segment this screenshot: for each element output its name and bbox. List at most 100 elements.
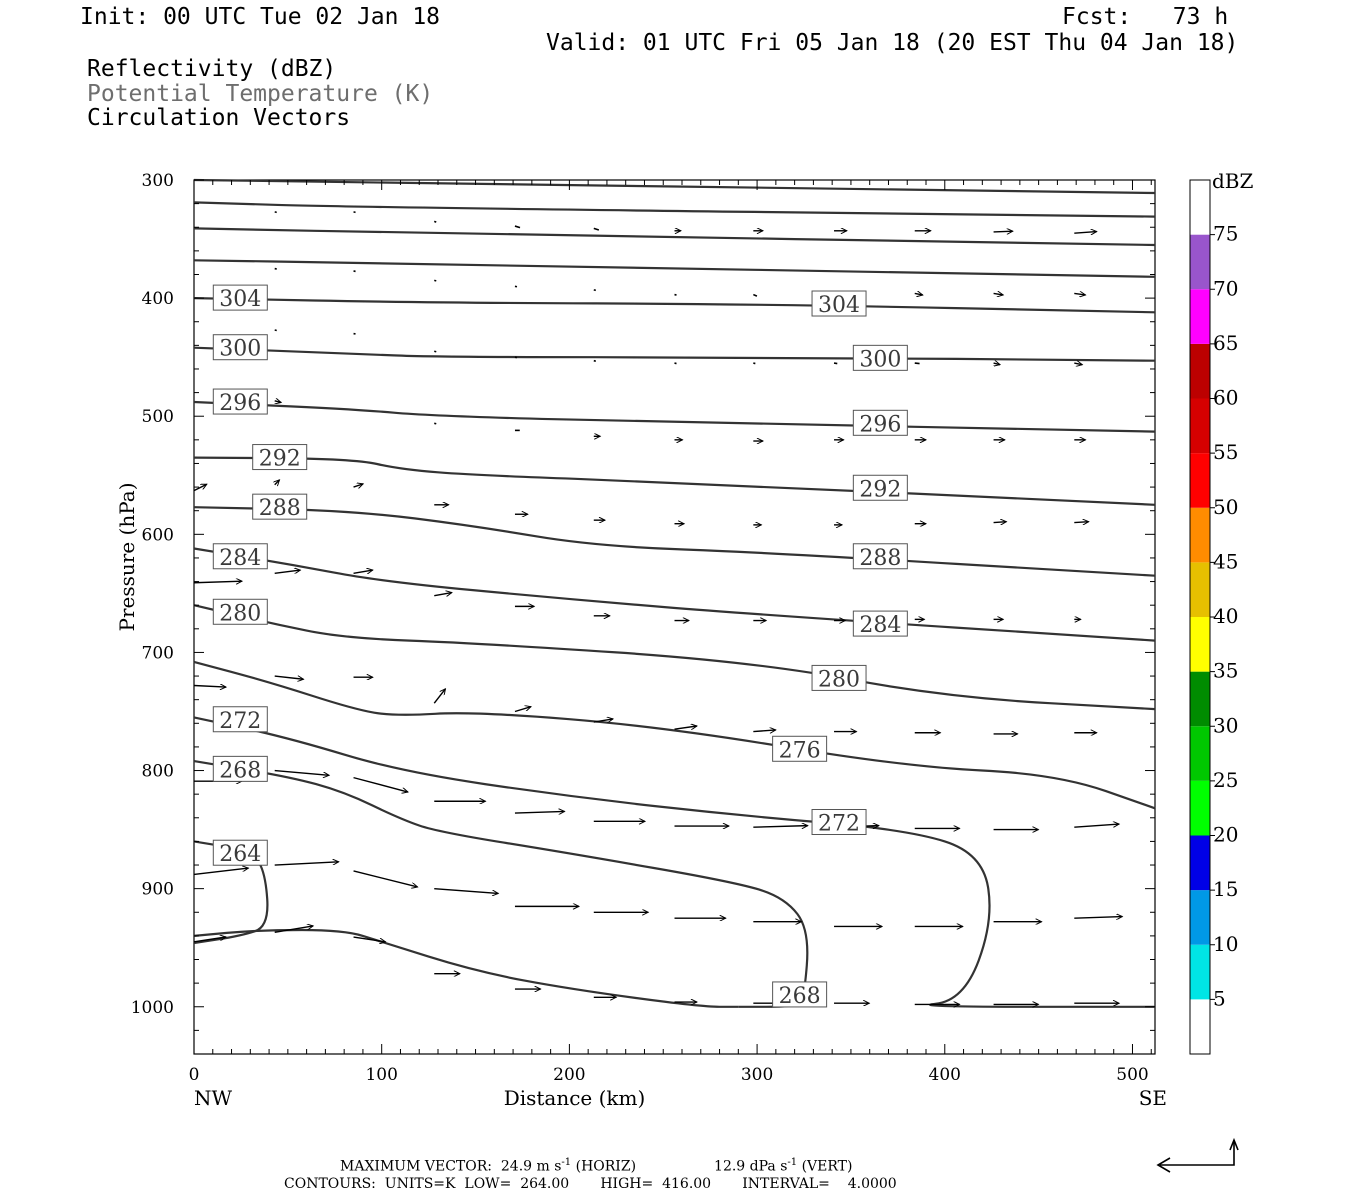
- circulation-vector: [193, 937, 226, 943]
- contour-label-box: [811, 290, 867, 317]
- colorbar-label: 60: [1213, 386, 1238, 410]
- circulation-vector: [514, 811, 565, 813]
- y-tick-label: 300: [142, 171, 174, 191]
- circulation-vector: [353, 776, 408, 792]
- contour-label: 284: [859, 613, 901, 638]
- colorbar-label: 15: [1213, 877, 1238, 901]
- forecast-hour: Fcst: 73 h: [1062, 4, 1229, 30]
- isotherm-line: [193, 928, 739, 1008]
- circulation-vector: [274, 862, 339, 866]
- circulation-vector: [1074, 293, 1085, 295]
- se-label: SE: [1139, 1086, 1167, 1110]
- colorbar-segment: [1190, 944, 1210, 1000]
- contour-label: 272: [818, 812, 860, 837]
- colorbar-segment: [1190, 726, 1210, 781]
- init-time: Init: 00 UTC Tue 02 Jan 18: [80, 4, 441, 30]
- vector-layer: [193, 211, 1122, 1005]
- contour-label: 276: [779, 738, 821, 763]
- max-vert-value: 12.9 dPa s: [714, 1158, 788, 1175]
- y-tick-label: 900: [142, 880, 174, 900]
- field-reflectivity: Reflectivity (dBZ): [87, 56, 337, 82]
- circulation-vector: [1074, 917, 1122, 919]
- contour-label-box: [252, 493, 308, 520]
- contour-label-box: [852, 543, 908, 570]
- colorbar-segment: [1190, 835, 1210, 891]
- colorbar-segment: [1190, 343, 1210, 399]
- contour-label-box: [852, 474, 908, 501]
- circulation-vector: [514, 707, 531, 713]
- colorbar-segment: [1190, 398, 1210, 454]
- contour-label: 300: [219, 337, 261, 362]
- colorbar-label: 45: [1213, 549, 1238, 573]
- circulation-vector: [274, 570, 301, 573]
- colorbar: 5 10 15 20 25 30 35 40 45 50 55 60 65 70 75 dBZ: [1189, 169, 1254, 1055]
- contour-label: 272: [219, 709, 261, 734]
- contour-label-box: [212, 284, 268, 311]
- max-vert-exp: -1: [787, 1157, 798, 1168]
- x-tick-label: 400: [929, 1065, 961, 1085]
- circulation-vector: [275, 401, 281, 403]
- circulation-vector: [434, 887, 498, 894]
- contour-label: 284: [219, 546, 261, 571]
- x-tick-label: 200: [553, 1065, 585, 1085]
- colorbar-label: 35: [1213, 659, 1238, 683]
- circulation-vector: [193, 581, 242, 583]
- contour-label-box: [212, 598, 268, 625]
- contour-label-layer: 304 304 300 300 296 296 292 292 288 288 284 284 280 2…: [212, 284, 908, 1009]
- contour-label: 288: [259, 496, 301, 521]
- contour-label-box: [252, 444, 308, 471]
- isotherm-line: [193, 201, 1156, 218]
- contour-label: 280: [219, 601, 261, 626]
- circulation-vector: [353, 484, 364, 487]
- contour-label: 292: [259, 447, 301, 472]
- colorbar-segment: [1190, 234, 1210, 290]
- circulation-vector: [1074, 824, 1119, 828]
- circulation-vector: [593, 227, 600, 231]
- plot-border: [193, 179, 1156, 1055]
- contour-label-box: [212, 839, 268, 866]
- contour-info-line: CONTOURS: UNITS=K LOW= 264.00 HIGH= 416.…: [284, 1176, 897, 1192]
- circulation-vector: [1074, 232, 1096, 234]
- contour-label-box: [811, 664, 867, 691]
- colorbar-segment: [1190, 180, 1210, 235]
- contour-label: 264: [219, 842, 261, 867]
- isotherm-line: [193, 259, 1156, 278]
- y-tick-label: 1000: [131, 998, 174, 1018]
- colorbar-segment: [1190, 617, 1210, 672]
- colorbar-label: 55: [1213, 440, 1238, 464]
- max-horiz-value: MAXIMUM VECTOR: 24.9 m s: [340, 1158, 562, 1175]
- contour-label-box: [212, 388, 268, 415]
- axis-layer: 0 100 200 300 400 500 300 400 500 600 700 800 900 100…: [115, 171, 1167, 1110]
- isotherm-line: [193, 297, 1156, 314]
- isotherm-line: [193, 547, 1156, 642]
- contour-label-box: [852, 409, 908, 436]
- circulation-vector: [274, 675, 304, 679]
- colorbar-segment: [1190, 999, 1210, 1054]
- circulation-vector: [193, 868, 248, 876]
- nw-label: NW: [194, 1086, 233, 1110]
- x-tick-label: 300: [741, 1065, 773, 1085]
- circulation-vector: [353, 936, 386, 942]
- x-axis-label: Distance (km): [504, 1086, 646, 1110]
- x-tick-label: 0: [189, 1065, 200, 1085]
- contour-label-box: [852, 344, 908, 371]
- colorbar-label: 5: [1213, 986, 1226, 1010]
- max-horiz-exp: -1: [561, 1157, 572, 1168]
- colorbar-label: 40: [1213, 604, 1238, 628]
- valid-time: Valid: 01 UTC Fri 05 Jan 18 (20 EST Thu …: [546, 30, 1239, 56]
- colorbar-label: 50: [1213, 495, 1238, 519]
- x-tick-label: 500: [1116, 1065, 1148, 1085]
- y-tick-label: 400: [142, 289, 174, 309]
- isotherm-layer: [193, 178, 1156, 1008]
- contour-label: 288: [859, 546, 901, 571]
- circulation-vector: [433, 220, 437, 223]
- colorbar-segment: [1190, 453, 1210, 508]
- max-vector-line: MAXIMUM VECTOR: 24.9 m s-1 (HORIZ) 12.9 d…: [340, 1158, 852, 1174]
- isotherm-line: [193, 604, 1156, 711]
- isotherm-line: [193, 506, 1156, 577]
- y-tick-label: 700: [142, 643, 174, 663]
- circulation-vector: [674, 726, 697, 729]
- colorbar-label: 20: [1213, 823, 1238, 847]
- circulation-vector: [593, 719, 613, 722]
- isotherm-line: [193, 346, 1156, 362]
